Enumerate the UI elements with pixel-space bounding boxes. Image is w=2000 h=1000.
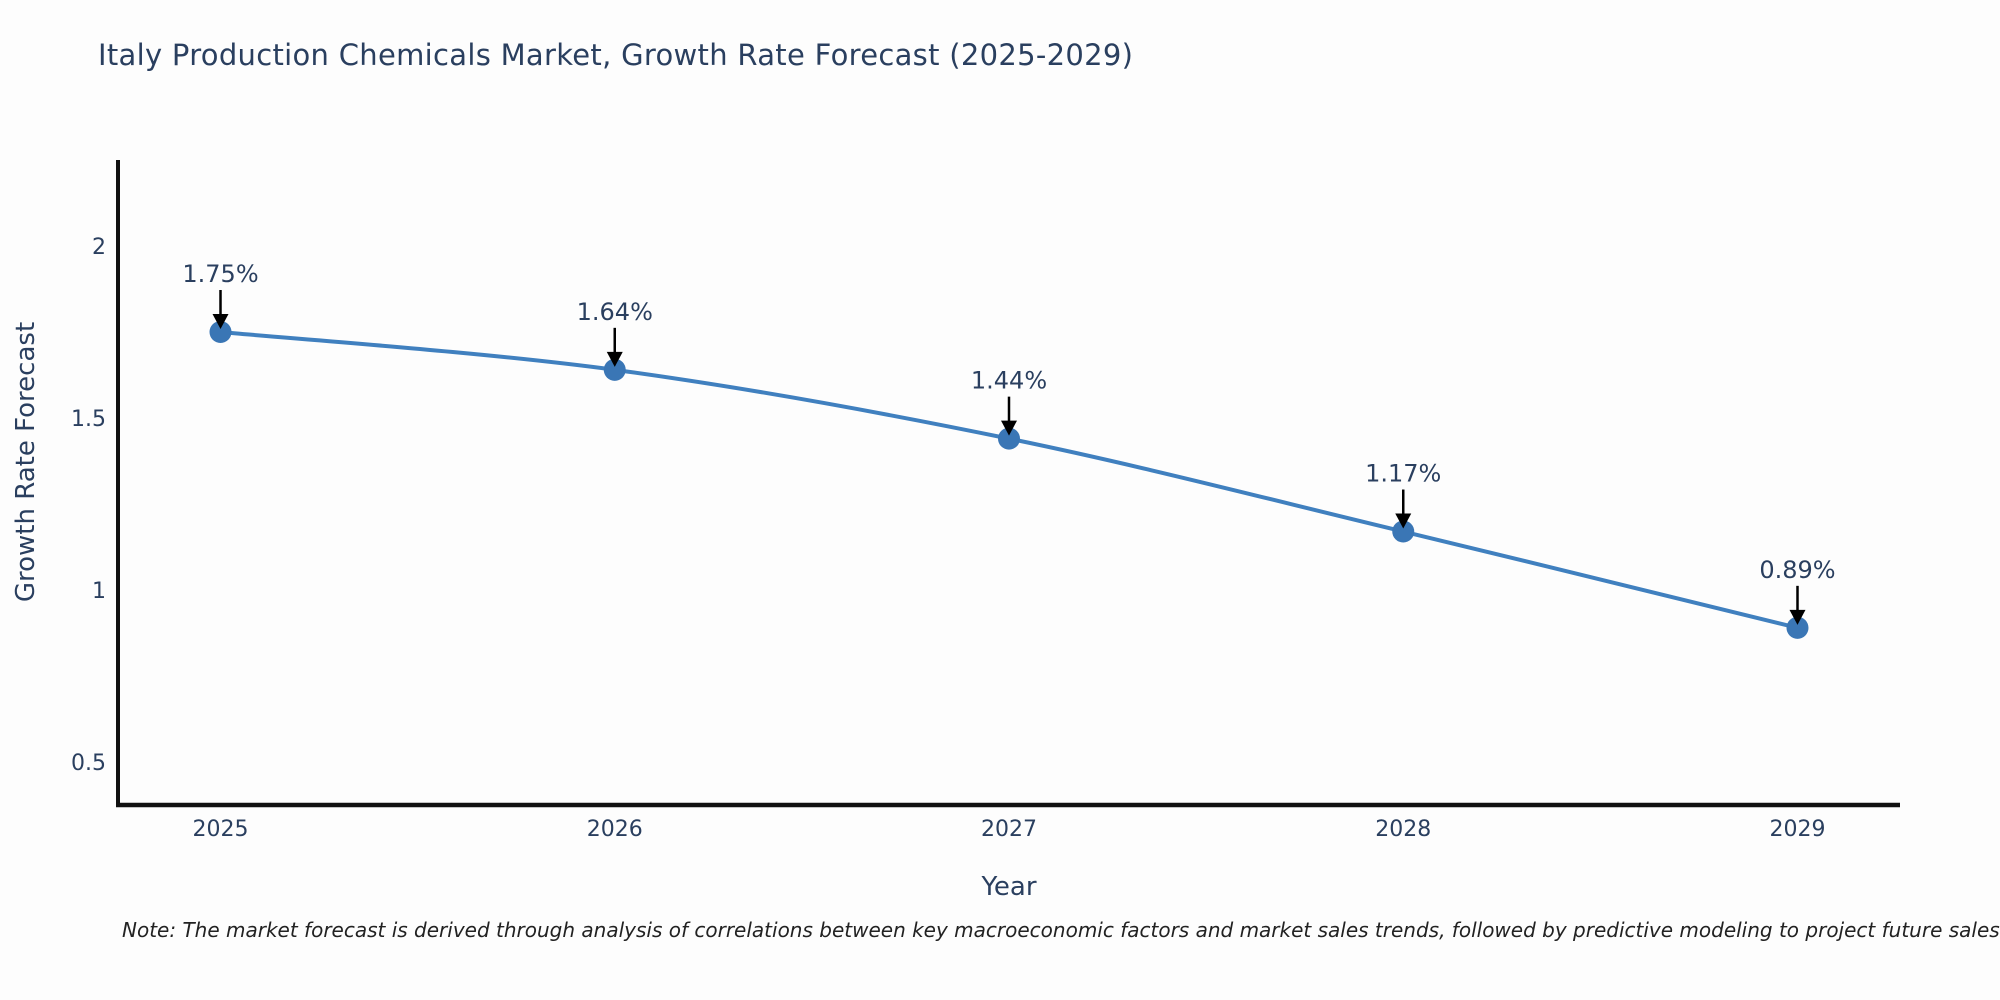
annotation-arrowhead [1789, 609, 1806, 625]
chart-title: Italy Production Chemicals Market, Growt… [98, 38, 1134, 72]
point-annotation-label: 1.64% [577, 298, 653, 326]
annotation-arrowhead [606, 351, 623, 367]
x-tick-label: 2027 [981, 817, 1037, 842]
footnote: Note: The market forecast is derived thr… [122, 918, 2000, 942]
data-point-marker [603, 358, 626, 381]
annotation-arrowhead [1395, 513, 1412, 529]
x-tick-label: 2026 [587, 817, 643, 842]
x-tick-label: 2028 [1375, 817, 1431, 842]
y-tick-label: 1 [92, 579, 106, 604]
point-annotation-label: 1.75% [182, 260, 258, 288]
x-tick-label: 2025 [193, 817, 249, 842]
x-axis-title: Year [981, 872, 1037, 902]
data-point-marker [1392, 520, 1415, 543]
point-annotation-label: 1.17% [1365, 460, 1441, 488]
point-annotation-label: 1.44% [971, 367, 1047, 395]
annotation-arrowhead [212, 314, 229, 329]
data-point-marker [1786, 616, 1809, 639]
data-point-marker [209, 321, 232, 343]
y-tick-label: 1.5 [71, 407, 106, 432]
data-point-marker [998, 427, 1020, 450]
x-tick-label: 2029 [1769, 817, 1825, 842]
point-annotation-label: 0.89% [1759, 556, 1835, 584]
y-tick-label: 2 [92, 235, 106, 260]
y-tick-label: 0.5 [71, 751, 106, 776]
annotation-arrowhead [1001, 420, 1017, 436]
